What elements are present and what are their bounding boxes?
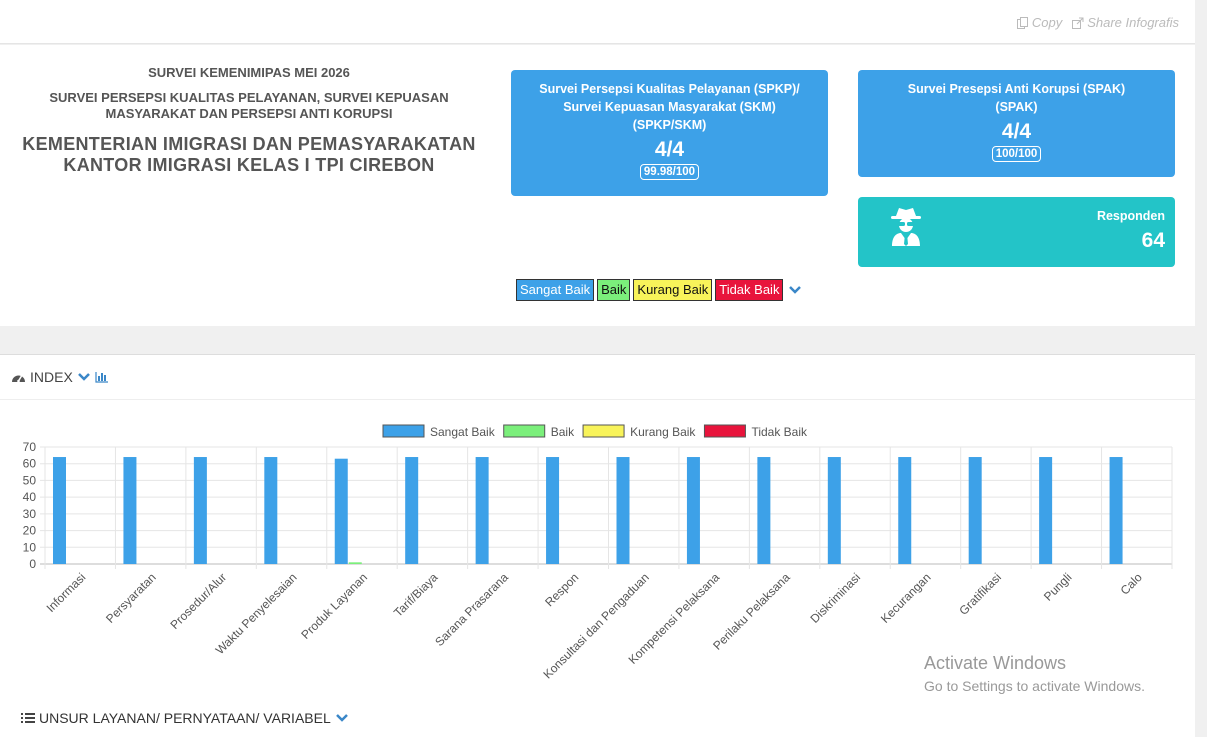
x-tick-label: Calo (1118, 570, 1146, 598)
watermark-line-2: Go to Settings to activate Windows. (924, 678, 1145, 694)
windows-activation-watermark: Activate Windows Go to Settings to activ… (924, 653, 1145, 694)
bar-baik (348, 562, 362, 564)
x-tick-label: Informasi (44, 570, 89, 615)
index-bar-chart: Sangat Baik Baik Kurang Baik Tidak Baik 0 10 2… (23, 424, 1173, 682)
legend-tidak-baik: Tidak Baik (715, 279, 784, 301)
bar-sangat-baik (968, 457, 982, 564)
x-tick-label: Perilaku Pelaksana (710, 570, 793, 653)
legend-sangat-baik: Sangat Baik (516, 279, 595, 301)
bar-sangat-baik (827, 457, 841, 564)
bar-sangat-baik (264, 457, 278, 564)
chevron-down-icon[interactable] (335, 713, 349, 723)
index-chart: Sangat Baik Baik Kurang Baik Tidak Baik 0 10 2… (0, 415, 1195, 705)
y-tick-label: 70 (23, 440, 37, 454)
bar-sangat-baik (1109, 457, 1123, 564)
legend-label: Tidak Baik (751, 425, 808, 439)
ministry-name: KEMENTERIAN IMIGRASI DAN PEMASYARAKATAN (22, 134, 476, 154)
bar-chart-icon[interactable] (95, 371, 109, 383)
bar-sangat-baik (405, 457, 419, 564)
legend-swatch (703, 424, 746, 438)
x-tick-label: Kecurangan (878, 570, 934, 626)
spak-score: 4/4 (1001, 120, 1032, 143)
y-tick-label: 50 (23, 473, 37, 487)
legend-swatch (382, 424, 425, 438)
survey-heading: SURVEI KEMENIMIPAS MEI 2026 SURVEI PERSE… (20, 65, 478, 176)
dashboard-icon (12, 375, 25, 382)
x-tick-label: Sarana Prasarana (432, 570, 511, 649)
responden-count: 64 (1141, 229, 1165, 252)
bar-sangat-baik (475, 457, 489, 564)
y-tick-label: 10 (23, 540, 37, 554)
x-tick-label: Diskriminasi (808, 570, 864, 626)
responden-card[interactable]: Responden 64 (858, 197, 1175, 267)
rating-legend: Sangat Baik Baik Kurang Baik Tidak Baik (516, 279, 802, 301)
spak-index-badge: 100/100 (991, 146, 1042, 162)
bar-sangat-baik (123, 457, 137, 564)
bar-sangat-baik (193, 457, 207, 564)
bar-sangat-baik (686, 457, 700, 564)
bar-sangat-baik (334, 458, 348, 564)
share-infografis-button[interactable]: Share Infografis (1072, 15, 1179, 30)
legend-label: Kurang Baik (630, 425, 696, 439)
y-tick-label: 20 (23, 524, 37, 538)
spkp-title-3: (SPKP/SKM) (632, 118, 707, 132)
legend-kurang-baik: Kurang Baik (633, 279, 713, 301)
index-panel-header: INDEX (0, 355, 1195, 400)
spak-title-2: (SPAK) (995, 100, 1038, 114)
office-name: KANTOR IMIGRASI KELAS I TPI CIREBON (63, 155, 435, 175)
y-tick-label: 30 (23, 507, 37, 521)
x-tick-label: Tarif/Biaya (391, 570, 441, 620)
spak-card[interactable]: Survei Presepsi Anti Korupsi (SPAK) (SPA… (858, 70, 1175, 177)
bar-sangat-baik (1039, 457, 1053, 564)
spkp-title-1: Survei Persepsi Kualitas Pelayanan (SPKP… (539, 82, 800, 96)
bar-sangat-baik (53, 457, 66, 564)
survey-period: SURVEI KEMENIMIPAS MEI 2026 (148, 65, 350, 80)
survey-types: SURVEI PERSEPSI KUALITAS PELAYANAN, SURV… (49, 90, 449, 121)
x-tick-label: Prosedur/Alur (167, 570, 229, 632)
spkp-card[interactable]: Survei Persepsi Kualitas Pelayanan (SPKP… (511, 70, 828, 196)
bar-sangat-baik (546, 457, 560, 564)
responden-label: Responden (1096, 209, 1165, 223)
x-tick-label: Pungli (1041, 570, 1074, 603)
bar-sangat-baik (898, 457, 912, 564)
x-tick-label: Persyaratan (103, 570, 159, 626)
legend-baik: Baik (597, 279, 631, 301)
copy-label: Copy (1031, 15, 1063, 30)
copy-button[interactable]: Copy (1016, 15, 1063, 30)
top-bar: Copy Share Infografis (0, 0, 1195, 44)
bar-sangat-baik (616, 457, 630, 564)
spkp-score: 4/4 (654, 138, 685, 161)
legend-label: Sangat Baik (430, 425, 496, 439)
legend-swatch (582, 424, 625, 438)
watermark-line-1: Activate Windows (924, 653, 1067, 673)
x-tick-label: Respon (542, 570, 581, 609)
legend-label: Baik (551, 425, 575, 439)
bar-sangat-baik (757, 457, 771, 564)
unsur-layanan-title: UNSUR LAYANAN/ PERNYATAAN/ VARIABEL (39, 710, 331, 726)
x-tick-label: Produk Layanan (298, 570, 370, 642)
chevron-down-icon[interactable] (788, 285, 802, 295)
legend-swatch (503, 424, 546, 438)
unsur-layanan-header[interactable]: UNSUR LAYANAN/ PERNYATAAN/ VARIABEL (21, 710, 349, 726)
index-panel: INDEX Sangat Baik Baik Kurang Baik Tidak Ba… (0, 354, 1195, 737)
user-secret-icon (891, 208, 921, 246)
copy-icon (1016, 16, 1028, 29)
top-links: Copy Share Infografis (1016, 15, 1179, 30)
list-icon (21, 713, 35, 723)
spak-title-1: Survei Presepsi Anti Korupsi (SPAK) (907, 82, 1126, 96)
index-title: INDEX (30, 369, 73, 385)
y-tick-label: 0 (29, 557, 36, 571)
share-icon (1072, 17, 1084, 29)
spkp-index-badge: 99.98/100 (639, 164, 700, 180)
share-label: Share Infografis (1087, 15, 1179, 30)
y-tick-label: 60 (23, 457, 37, 471)
summary-section: SURVEI KEMENIMIPAS MEI 2026 SURVEI PERSE… (0, 45, 1195, 326)
y-tick-label: 40 (23, 490, 37, 504)
chevron-down-icon[interactable] (77, 372, 91, 382)
x-tick-label: Gratifikasi (956, 570, 1004, 618)
spkp-title-2: Survei Kepuasan Masyarakat (SKM) (563, 100, 776, 114)
